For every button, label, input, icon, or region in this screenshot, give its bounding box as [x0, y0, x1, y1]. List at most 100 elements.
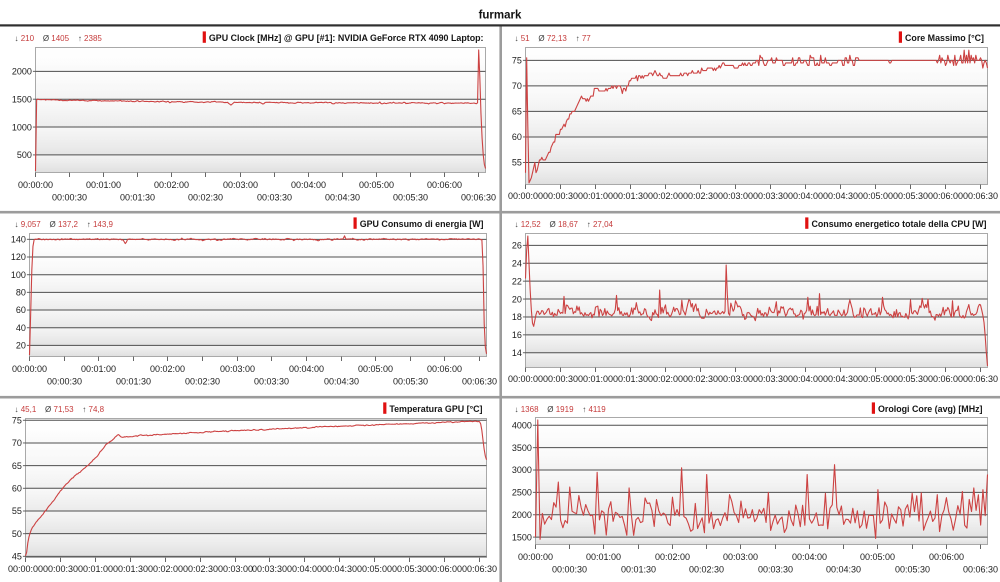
svg-text:00:04:00: 00:04:00 [287, 564, 322, 574]
svg-text:00:02:00: 00:02:00 [648, 374, 683, 384]
svg-text:00:05:00: 00:05:00 [860, 552, 895, 562]
svg-text:00:02:30: 00:02:30 [683, 374, 718, 384]
svg-text:00:02:30: 00:02:30 [689, 564, 724, 574]
svg-text:00:03:30: 00:03:30 [753, 191, 788, 201]
svg-text:00:03:00: 00:03:00 [218, 564, 253, 574]
svg-text:00:00:30: 00:00:30 [52, 192, 87, 202]
svg-text:00:04:00: 00:04:00 [788, 374, 823, 384]
svg-text:00:03:00: 00:03:00 [723, 552, 758, 562]
svg-text:00:02:00: 00:02:00 [655, 552, 690, 562]
svg-text:50: 50 [12, 529, 22, 539]
svg-text:55: 55 [512, 158, 522, 168]
svg-text:00:02:30: 00:02:30 [188, 192, 223, 202]
svg-text:00:00:30: 00:00:30 [543, 191, 578, 201]
svg-text:00:03:30: 00:03:30 [252, 564, 287, 574]
svg-text:120: 120 [11, 252, 26, 262]
svg-text:00:03:00: 00:03:00 [718, 374, 753, 384]
svg-text:65: 65 [12, 461, 22, 471]
svg-text:00:02:00: 00:02:00 [150, 364, 185, 374]
svg-text:00:01:30: 00:01:30 [113, 564, 148, 574]
svg-text:60: 60 [12, 484, 22, 494]
svg-text:55: 55 [12, 506, 22, 516]
svg-text:00:06:30: 00:06:30 [963, 191, 998, 201]
svg-text:↓ 12,52 Ø 18,67 ↑ 27,04: ↓ 12,52 Ø 18,67 ↑ 27,04 [515, 220, 614, 229]
svg-text:26: 26 [512, 241, 522, 251]
svg-text:00:01:00: 00:01:00 [78, 564, 113, 574]
svg-text:00:04:30: 00:04:30 [322, 564, 357, 574]
svg-text:00:06:30: 00:06:30 [462, 564, 497, 574]
svg-text:00:04:30: 00:04:30 [324, 376, 359, 386]
svg-text:00:03:00: 00:03:00 [220, 364, 255, 374]
svg-text:Orologi Core (avg) [MHz]: Orologi Core (avg) [MHz] [878, 404, 983, 414]
svg-text:00:05:00: 00:05:00 [358, 364, 393, 374]
svg-text:00:05:00: 00:05:00 [359, 180, 394, 190]
svg-text:00:04:30: 00:04:30 [325, 192, 360, 202]
svg-text:↓ 1368 Ø 1919 ↑ 4119: ↓ 1368 Ø 1919 ↑ 4119 [515, 405, 607, 414]
svg-text:75: 75 [512, 56, 522, 66]
svg-text:00:04:30: 00:04:30 [823, 191, 858, 201]
svg-text:↓ 9,057 Ø 137,2 ↑ 143,9: ↓ 9,057 Ø 137,2 ↑ 143,9 [15, 220, 114, 229]
svg-text:00:00:30: 00:00:30 [47, 376, 82, 386]
svg-text:00:02:00: 00:02:00 [154, 180, 189, 190]
svg-text:1500: 1500 [12, 94, 32, 104]
svg-text:3000: 3000 [512, 465, 532, 475]
svg-text:00:04:30: 00:04:30 [823, 374, 858, 384]
svg-text:00:02:30: 00:02:30 [683, 191, 718, 201]
svg-text:1500: 1500 [512, 532, 532, 542]
svg-text:20: 20 [512, 294, 522, 304]
svg-text:00:01:30: 00:01:30 [120, 192, 155, 202]
svg-text:00:00:30: 00:00:30 [543, 374, 578, 384]
svg-text:00:05:30: 00:05:30 [893, 191, 928, 201]
svg-text:00:06:30: 00:06:30 [963, 374, 998, 384]
svg-text:70: 70 [12, 438, 22, 448]
svg-text:00:05:30: 00:05:30 [895, 564, 930, 574]
svg-text:00:03:30: 00:03:30 [257, 192, 292, 202]
svg-text:00:00:00: 00:00:00 [508, 191, 543, 201]
svg-text:65: 65 [512, 107, 522, 117]
svg-text:00:00:00: 00:00:00 [12, 364, 47, 374]
svg-text:4000: 4000 [512, 420, 532, 430]
svg-text:00:01:30: 00:01:30 [613, 374, 648, 384]
svg-text:00:02:00: 00:02:00 [648, 191, 683, 201]
svg-text:00:02:30: 00:02:30 [185, 376, 220, 386]
svg-text:00:06:00: 00:06:00 [929, 552, 964, 562]
svg-text:60: 60 [16, 305, 26, 315]
svg-text:00:03:00: 00:03:00 [718, 191, 753, 201]
svg-text:22: 22 [512, 276, 522, 286]
svg-text:16: 16 [512, 330, 522, 340]
svg-text:20: 20 [16, 341, 26, 351]
svg-text:00:04:00: 00:04:00 [792, 552, 827, 562]
svg-text:GPU Consumo di energia [W]: GPU Consumo di energia [W] [360, 219, 484, 229]
svg-text:00:06:30: 00:06:30 [963, 564, 998, 574]
svg-text:00:06:30: 00:06:30 [462, 376, 497, 386]
svg-text:00:03:30: 00:03:30 [758, 564, 793, 574]
svg-text:00:06:00: 00:06:00 [427, 180, 462, 190]
svg-text:00:00:30: 00:00:30 [43, 564, 78, 574]
svg-text:00:02:30: 00:02:30 [183, 564, 218, 574]
svg-text:Temperatura GPU [°C]: Temperatura GPU [°C] [389, 404, 482, 414]
svg-text:00:03:00: 00:03:00 [223, 180, 258, 190]
svg-text:00:06:30: 00:06:30 [461, 192, 496, 202]
svg-text:1000: 1000 [12, 122, 32, 132]
svg-text:00:04:00: 00:04:00 [289, 364, 324, 374]
svg-text:00:00:00: 00:00:00 [508, 374, 543, 384]
svg-text:↓ 45,1 Ø 71,53 ↑ 74,8: ↓ 45,1 Ø 71,53 ↑ 74,8 [15, 405, 105, 414]
svg-text:140: 140 [11, 235, 26, 245]
svg-text:furmark: furmark [479, 10, 522, 22]
svg-text:18: 18 [512, 312, 522, 322]
svg-text:80: 80 [16, 288, 26, 298]
svg-text:14: 14 [512, 348, 522, 358]
svg-text:00:06:00: 00:06:00 [427, 364, 462, 374]
svg-text:00:06:00: 00:06:00 [928, 374, 963, 384]
svg-text:Core Massimo [°C]: Core Massimo [°C] [905, 33, 984, 43]
svg-text:40: 40 [16, 323, 26, 333]
svg-text:70: 70 [512, 81, 522, 91]
svg-text:00:00:00: 00:00:00 [18, 180, 53, 190]
svg-text:2500: 2500 [512, 488, 532, 498]
svg-text:500: 500 [17, 150, 32, 160]
svg-text:60: 60 [512, 132, 522, 142]
svg-text:2000: 2000 [12, 67, 32, 77]
svg-text:00:01:00: 00:01:00 [86, 180, 121, 190]
svg-text:00:00:30: 00:00:30 [552, 564, 587, 574]
svg-text:Consumo energetico totale dell: Consumo energetico totale della CPU [W] [811, 219, 986, 229]
